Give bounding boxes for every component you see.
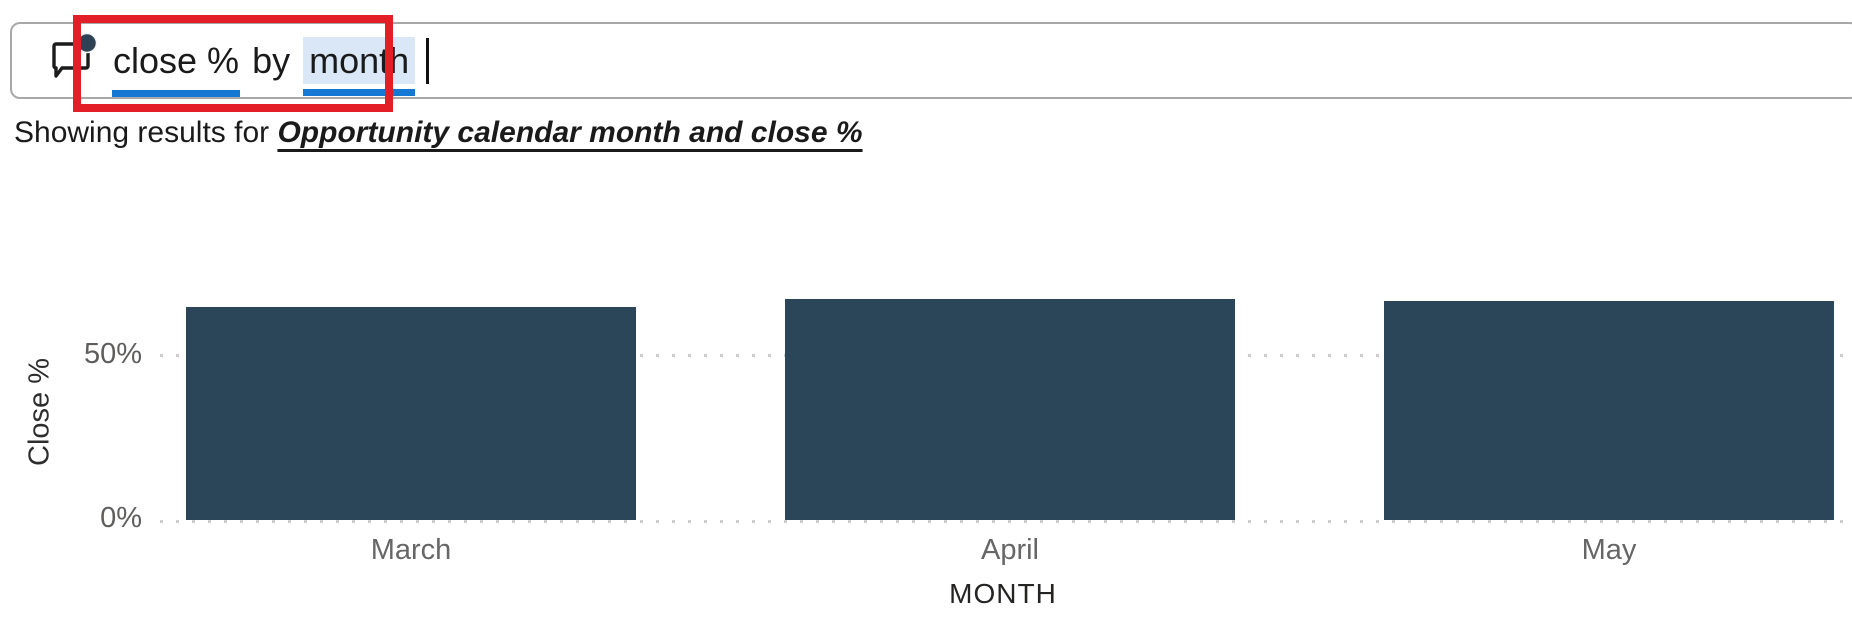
text-cursor <box>426 37 430 84</box>
query-term: month <box>303 37 416 96</box>
results-prefix: Showing results for <box>14 116 278 149</box>
x-label-april: April <box>980 534 1039 566</box>
x-axis-baseline <box>160 520 1846 523</box>
y-tick-50: 50% <box>83 338 142 370</box>
bars-container <box>186 220 1834 520</box>
query-term: by <box>252 39 291 81</box>
x-labels-container: March April May <box>186 534 1834 567</box>
results-line: Showing results for Opportunity calendar… <box>14 116 863 150</box>
bar-april[interactable] <box>785 299 1235 520</box>
y-axis-title: Close % <box>23 358 56 466</box>
y-tick-0: 0% <box>100 502 142 534</box>
x-axis-title: MONTH <box>949 578 1057 609</box>
bar-march[interactable] <box>186 307 636 520</box>
bar-may[interactable] <box>1384 301 1834 520</box>
x-label-may: May <box>1581 534 1637 566</box>
question-input-box[interactable]: close % by month <box>10 22 1852 99</box>
results-interpretation-link[interactable]: Opportunity calendar month and close % <box>277 116 863 149</box>
query-term: close % <box>111 39 241 97</box>
query-text[interactable]: close % by month <box>111 37 430 97</box>
comment-bubble-icon <box>46 32 98 89</box>
x-label-march: March <box>370 534 452 566</box>
